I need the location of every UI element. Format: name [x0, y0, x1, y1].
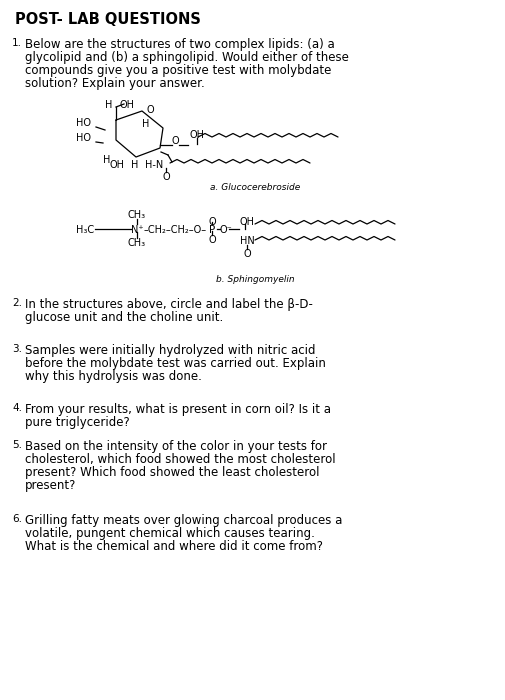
Text: a. Glucocerebroside: a. Glucocerebroside: [210, 183, 299, 192]
Text: glycolipid and (b) a sphingolipid. Would either of these: glycolipid and (b) a sphingolipid. Would…: [25, 51, 348, 64]
Text: CH₃: CH₃: [128, 238, 146, 248]
Text: Based on the intensity of the color in your tests for: Based on the intensity of the color in y…: [25, 440, 326, 453]
Text: Grilling fatty meats over glowing charcoal produces a: Grilling fatty meats over glowing charco…: [25, 514, 342, 527]
Text: Below are the structures of two complex lipids: (a) a: Below are the structures of two complex …: [25, 38, 334, 51]
Text: N⁺: N⁺: [130, 225, 143, 235]
Text: 3.: 3.: [12, 344, 22, 354]
Text: H: H: [142, 119, 149, 129]
Text: H: H: [105, 100, 113, 110]
Text: What is the chemical and where did it come from?: What is the chemical and where did it co…: [25, 540, 322, 553]
Text: 2.: 2.: [12, 298, 22, 308]
Text: H: H: [131, 160, 138, 170]
Text: 6.: 6.: [12, 514, 22, 524]
Text: O: O: [208, 235, 216, 245]
Text: compounds give you a positive test with molybdate: compounds give you a positive test with …: [25, 64, 331, 77]
Text: O: O: [172, 136, 179, 146]
Text: OH: OH: [109, 160, 124, 170]
Text: From your results, what is present in corn oil? Is it a: From your results, what is present in co…: [25, 403, 330, 416]
Text: O⁻: O⁻: [220, 225, 232, 235]
Text: In the structures above, circle and label the β-D-: In the structures above, circle and labe…: [25, 298, 312, 311]
Text: OH: OH: [189, 130, 205, 140]
Text: O: O: [208, 217, 216, 227]
Text: HN: HN: [239, 236, 254, 246]
Text: H: H: [103, 155, 111, 165]
Text: pure triglyceride?: pure triglyceride?: [25, 416, 129, 429]
Text: volatile, pungent chemical which causes tearing.: volatile, pungent chemical which causes …: [25, 527, 314, 540]
Text: O: O: [243, 249, 250, 259]
Text: H₃C: H₃C: [76, 225, 94, 235]
Text: 5.: 5.: [12, 440, 22, 450]
Text: present? Which food showed the least cholesterol: present? Which food showed the least cho…: [25, 466, 319, 479]
Text: HO: HO: [76, 133, 91, 143]
Text: OH: OH: [120, 100, 135, 110]
Text: O: O: [162, 172, 170, 182]
Text: before the molybdate test was carried out. Explain: before the molybdate test was carried ou…: [25, 357, 325, 370]
Text: present?: present?: [25, 479, 76, 492]
Text: 1.: 1.: [12, 38, 22, 48]
Text: –CH₂–CH₂–O–: –CH₂–CH₂–O–: [144, 225, 207, 235]
Text: solution? Explain your answer.: solution? Explain your answer.: [25, 77, 205, 90]
Text: O: O: [146, 105, 154, 115]
Text: HO: HO: [76, 118, 91, 128]
Text: 4.: 4.: [12, 403, 22, 413]
Text: POST- LAB QUESTIONS: POST- LAB QUESTIONS: [15, 12, 200, 27]
Text: cholesterol, which food showed the most cholesterol: cholesterol, which food showed the most …: [25, 453, 335, 466]
Text: glucose unit and the choline unit.: glucose unit and the choline unit.: [25, 311, 223, 324]
Text: CH₃: CH₃: [128, 210, 146, 220]
Text: Samples were initially hydrolyzed with nitric acid: Samples were initially hydrolyzed with n…: [25, 344, 315, 357]
Text: b. Sphingomyelin: b. Sphingomyelin: [215, 275, 294, 284]
Text: P: P: [209, 225, 215, 235]
Text: H-N: H-N: [145, 160, 163, 170]
Text: why this hydrolysis was done.: why this hydrolysis was done.: [25, 370, 201, 383]
Text: OH: OH: [239, 217, 255, 227]
